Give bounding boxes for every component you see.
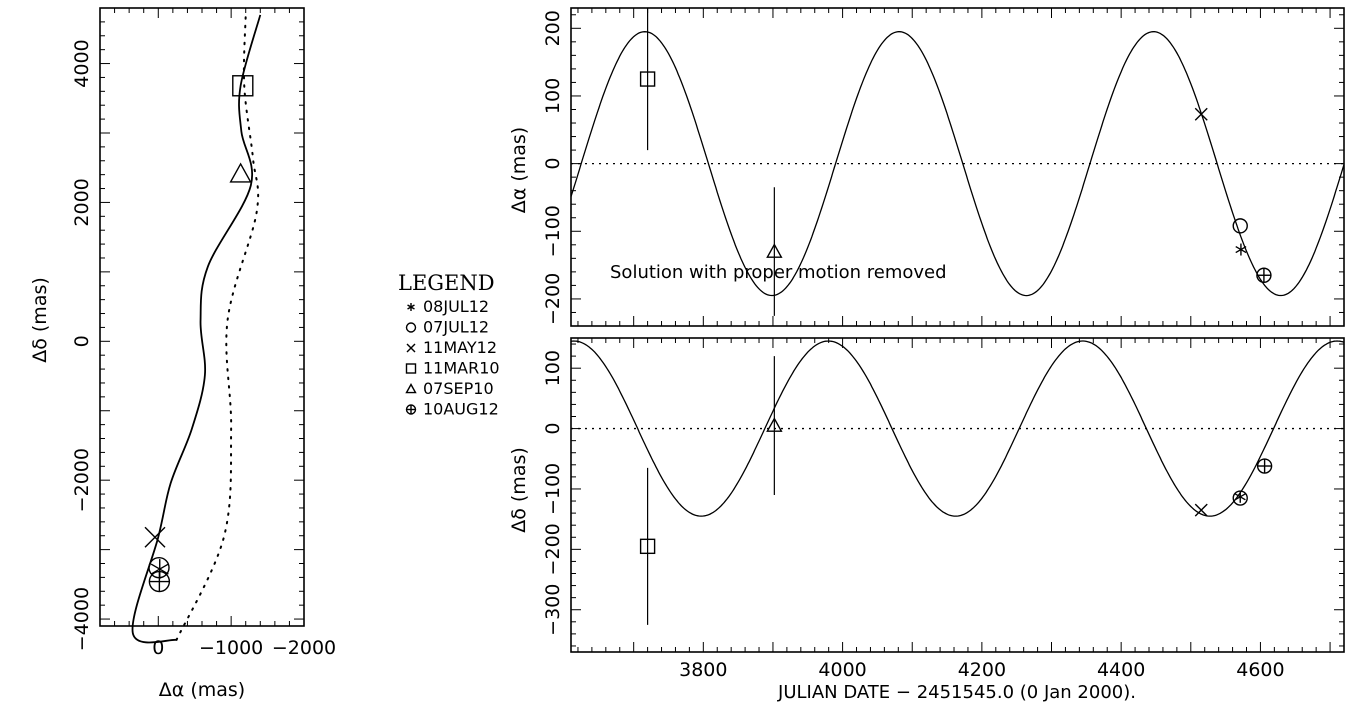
dalpha-annotation: Solution with proper motion removed: [610, 262, 947, 283]
obs-10aug12: [1256, 267, 1272, 283]
y-tick-label: −4000: [71, 587, 93, 651]
y-tick-label: −100: [542, 463, 564, 515]
asterisk-stroke: [150, 563, 169, 575]
legend-label: 07SEP10: [423, 379, 494, 398]
obs-10aug12: [1256, 458, 1273, 474]
cross-stroke: [1194, 503, 1208, 517]
dalpha-ylabel: Δα (mas): [508, 127, 530, 213]
square-mark: [232, 75, 254, 97]
y-tick-label: 0: [71, 335, 93, 347]
obs-10aug12: [148, 570, 171, 593]
time-xlabel: JULIAN DATE − 2451545.0 (0 Jan 2000).: [777, 682, 1136, 703]
obs-08jul12: [1235, 243, 1247, 256]
dalpha-model-curve: [570, 31, 1345, 297]
legend-marker-cross: [406, 343, 416, 353]
obs-11mar10: [639, 71, 656, 87]
y-tick-label: 4000: [71, 39, 93, 87]
dalpha-frame: [570, 7, 1345, 327]
x-tick-label: −2000: [272, 637, 336, 659]
obs-11mar10: [639, 538, 656, 555]
triangle-mark: [766, 243, 783, 258]
obs-11may12: [1194, 107, 1208, 121]
y-tick-label: 0: [542, 158, 564, 170]
legend-marker-triangle: [405, 383, 417, 394]
y-tick-label: −100: [542, 205, 564, 257]
legend-marker-circle: [405, 322, 417, 333]
x-tick-label: 4000: [818, 659, 866, 681]
x-tick-label: 4600: [1236, 659, 1284, 681]
triangle-mark: [229, 162, 252, 183]
track-fit-curve: [131, 14, 262, 644]
x-tick-label: 3800: [679, 659, 727, 681]
obs-11mar10: [232, 75, 254, 97]
obs-08jul12: [1234, 490, 1246, 503]
ddelta-ylabel: Δδ (mas): [508, 447, 530, 533]
legend-label: 07JUL12: [423, 318, 489, 337]
legend-label: 11MAR10: [423, 359, 500, 378]
obs-07jul12: [1232, 218, 1248, 234]
square-mark: [639, 71, 656, 87]
square-mark: [639, 538, 656, 555]
legend-title: LEGEND: [398, 271, 495, 295]
asterisk-stroke: [1234, 493, 1246, 501]
asterisk-stroke: [407, 304, 415, 310]
legend-label: 10AUG12: [423, 400, 499, 419]
y-tick-label: 100: [542, 78, 564, 114]
cross-stroke: [406, 343, 416, 353]
legend-label: 08JUL12: [423, 297, 489, 316]
legend-marker-circle-plus: [405, 404, 417, 415]
x-tick-label: −1000: [199, 637, 263, 659]
x-tick-label: 4200: [958, 659, 1006, 681]
triangle-mark: [766, 417, 783, 432]
circle-mark: [405, 322, 417, 333]
cross-stroke: [144, 526, 166, 548]
circle-mark: [1232, 218, 1248, 234]
legend-marker-asterisk: [407, 303, 415, 311]
ddelta-frame: [570, 337, 1345, 653]
sky-track-ylabel: Δδ (mas): [29, 277, 51, 363]
y-tick-label: 2000: [71, 178, 93, 226]
y-tick-label: −2000: [71, 448, 93, 512]
y-tick-label: 100: [542, 350, 564, 386]
triangle-mark: [405, 383, 417, 394]
cross-stroke: [1194, 107, 1208, 121]
x-tick-label: 4400: [1097, 659, 1145, 681]
asterisk-stroke: [1235, 245, 1247, 254]
sky-track-frame: [99, 7, 305, 627]
obs-11may12: [1194, 503, 1208, 517]
y-tick-label: −300: [542, 584, 564, 636]
x-tick-label: 0: [152, 637, 164, 659]
y-tick-label: 200: [542, 10, 564, 46]
legend-label: 11MAY12: [423, 338, 497, 357]
sky-track-xlabel: Δα (mas): [159, 679, 245, 701]
obs-11may12: [144, 526, 166, 548]
obs-07sep10: [766, 243, 783, 258]
y-tick-label: −200: [542, 273, 564, 325]
y-tick-label: 0: [542, 423, 564, 435]
dalpha-panel: −200 −100 0 100 200 Solution with proper mot…: [508, 7, 1345, 327]
obs-07sep10: [766, 417, 783, 432]
ddelta-model-curve: [570, 340, 1345, 517]
square-mark: [405, 363, 417, 374]
ddelta-panel: −300 −200 −100 0 100 3800 4000 4200 4400 4600 Δδ …: [508, 337, 1345, 703]
obs-07sep10: [229, 162, 252, 183]
y-tick-label: −200: [542, 523, 564, 575]
track-alt-curve: [175, 13, 260, 641]
legend-marker-square: [405, 363, 417, 374]
